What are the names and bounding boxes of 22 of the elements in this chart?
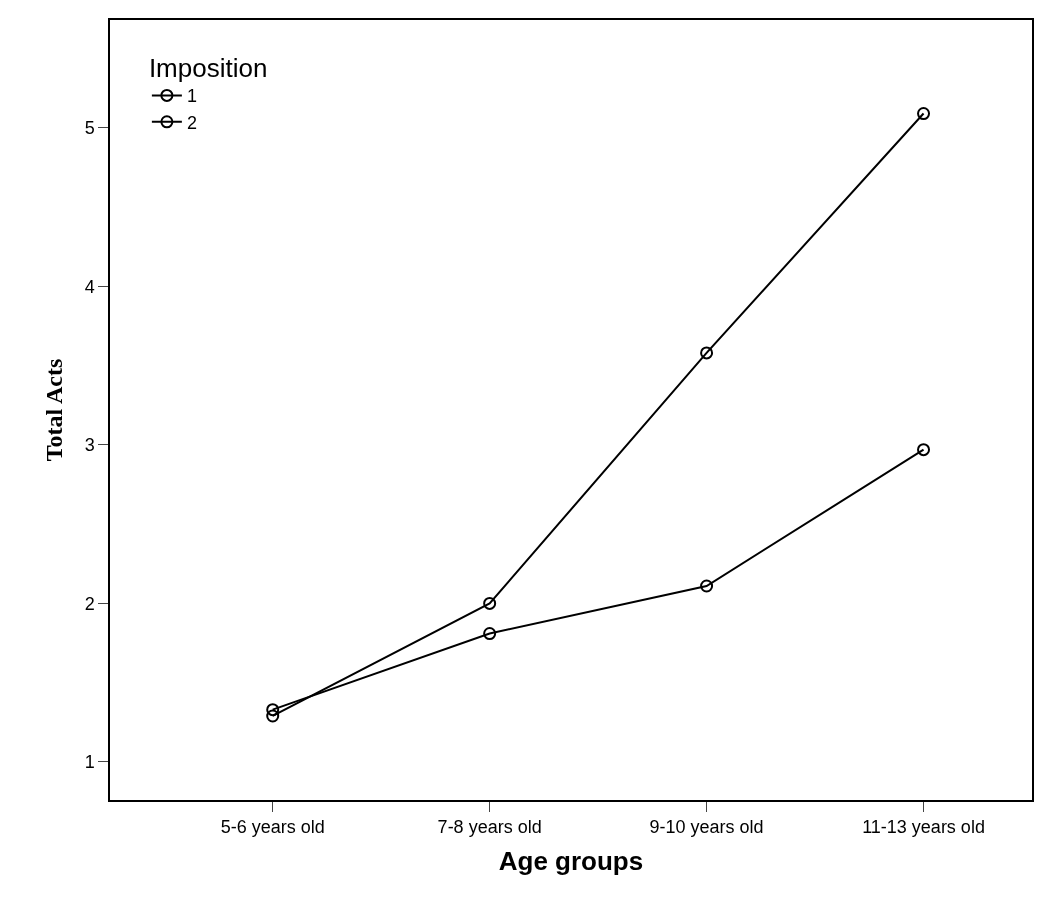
y-tick-label: 4 — [84, 276, 95, 297]
legend-title: Imposition — [148, 53, 268, 84]
point — [483, 596, 497, 610]
x-tick-label: 5-6 years old — [220, 817, 325, 838]
x-tick-label: 9-10 years old — [649, 817, 764, 838]
point — [700, 579, 714, 593]
x-tick-label: 11-13 years old — [862, 817, 985, 838]
point — [917, 443, 931, 457]
y-tick-label: 2 — [84, 593, 95, 614]
point — [266, 709, 280, 723]
x-tick-label: 7-8 years old — [437, 817, 542, 838]
point — [266, 703, 280, 717]
y-tick-label: 3 — [84, 435, 95, 456]
y-tick-label: 5 — [84, 118, 95, 139]
y-tick-label: 1 — [84, 752, 95, 773]
point — [483, 627, 497, 641]
point — [700, 346, 714, 360]
y-axis-title: Total Acts — [41, 358, 68, 462]
legend-label: 2 — [186, 112, 197, 133]
x-axis-title: Age groups — [498, 845, 644, 876]
legend-label: 1 — [186, 86, 197, 107]
point — [917, 107, 931, 121]
